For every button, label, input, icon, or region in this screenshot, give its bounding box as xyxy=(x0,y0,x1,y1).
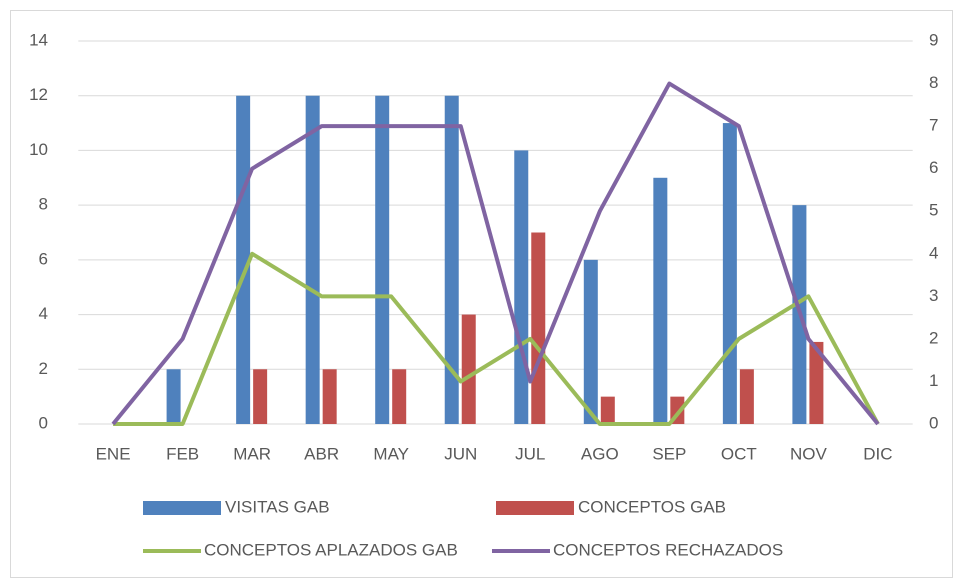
bar xyxy=(392,369,407,424)
y2-tick-label: 7 xyxy=(929,116,938,135)
bar xyxy=(531,232,546,424)
bar xyxy=(739,369,754,424)
y-tick-label: 8 xyxy=(39,195,48,214)
y2-tick-label: 6 xyxy=(929,158,938,177)
x-tick-label: ENE xyxy=(96,444,131,463)
x-tick-label: JUN xyxy=(444,444,477,463)
bar xyxy=(514,150,529,424)
y-tick-label: 6 xyxy=(39,249,48,268)
y2-tick-label: 4 xyxy=(929,243,938,262)
x-tick-label: FEB xyxy=(166,444,199,463)
legend-label: VISITAS GAB xyxy=(225,497,330,516)
legend-swatch xyxy=(143,501,221,515)
y2-tick-label: 5 xyxy=(929,201,938,220)
x-tick-label: OCT xyxy=(721,444,757,463)
x-tick-label: NOV xyxy=(790,444,828,463)
legend-swatch xyxy=(496,501,574,515)
y-tick-label: 2 xyxy=(39,359,48,378)
y-tick-label: 10 xyxy=(29,140,48,159)
x-tick-label: ABR xyxy=(304,444,339,463)
bar xyxy=(653,177,668,424)
y2-tick-label: 0 xyxy=(929,413,938,432)
y2-tick-label: 1 xyxy=(929,371,938,390)
legend-label: CONCEPTOS APLAZADOS GAB xyxy=(204,540,458,559)
x-tick-label: SEP xyxy=(652,444,686,463)
x-tick-label: JUL xyxy=(515,444,545,463)
x-tick-label: MAR xyxy=(233,444,271,463)
bar xyxy=(600,396,615,424)
y-tick-label: 4 xyxy=(39,304,48,323)
line xyxy=(111,81,880,426)
x-tick-label: DIC xyxy=(863,444,892,463)
bar xyxy=(461,314,476,424)
legend-label: CONCEPTOS RECHAZADOS xyxy=(553,540,783,559)
y2-tick-label: 2 xyxy=(929,328,938,347)
y-tick-label: 0 xyxy=(39,413,48,432)
bar xyxy=(166,369,181,424)
y2-tick-label: 3 xyxy=(929,286,938,305)
bar xyxy=(375,95,390,424)
legend-label: CONCEPTOS GAB xyxy=(578,497,726,516)
bar xyxy=(305,95,320,424)
y-tick-label: 12 xyxy=(29,85,48,104)
bar xyxy=(253,369,268,424)
bar xyxy=(809,341,824,424)
line xyxy=(113,251,880,426)
bar xyxy=(583,259,598,424)
x-tick-label: MAY xyxy=(373,444,409,463)
bar xyxy=(322,369,337,424)
x-tick-label: AGO xyxy=(581,444,619,463)
y-tick-label: 14 xyxy=(29,30,48,49)
bar xyxy=(444,95,459,424)
bar xyxy=(722,123,737,425)
y2-tick-label: 9 xyxy=(929,30,938,49)
y2-tick-label: 8 xyxy=(929,73,938,92)
